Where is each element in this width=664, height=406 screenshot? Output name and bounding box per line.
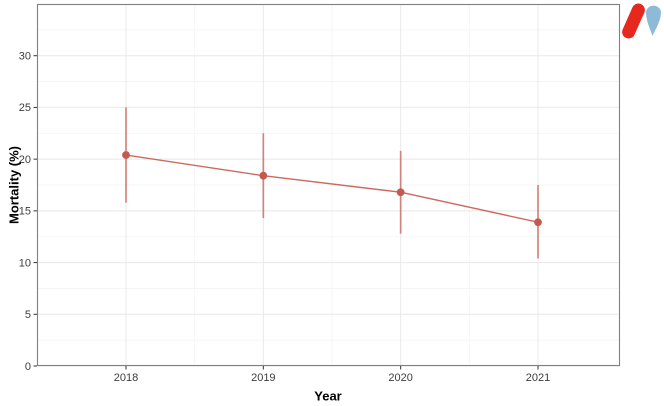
data-point [396, 188, 405, 197]
x-tick-label: 2019 [251, 372, 275, 384]
trend-line [125, 154, 539, 223]
logo-red-pill [622, 3, 645, 39]
logo-blue-drop [646, 5, 661, 37]
x-tick-label: 2020 [388, 372, 412, 384]
data-point [534, 218, 542, 227]
y-tick-label: 15 [19, 206, 31, 218]
y-tick-label: 0 [25, 361, 31, 373]
data-point [122, 151, 130, 159]
y-tick-label: 5 [25, 309, 31, 321]
x-axis-title: Year [314, 388, 342, 404]
y-tick-label: 30 [19, 51, 31, 63]
panel-border [36, 3, 621, 367]
data-point [259, 171, 268, 180]
y-tick-label: 10 [19, 257, 31, 269]
x-tick-label: 2021 [526, 372, 550, 384]
x-tick-label: 2018 [114, 372, 138, 384]
y-tick-label: 20 [19, 154, 31, 166]
y-tick-label: 25 [19, 102, 31, 114]
y-axis-title: Mortality (%) [6, 146, 22, 224]
v-heart-brand-icon [622, 3, 661, 39]
